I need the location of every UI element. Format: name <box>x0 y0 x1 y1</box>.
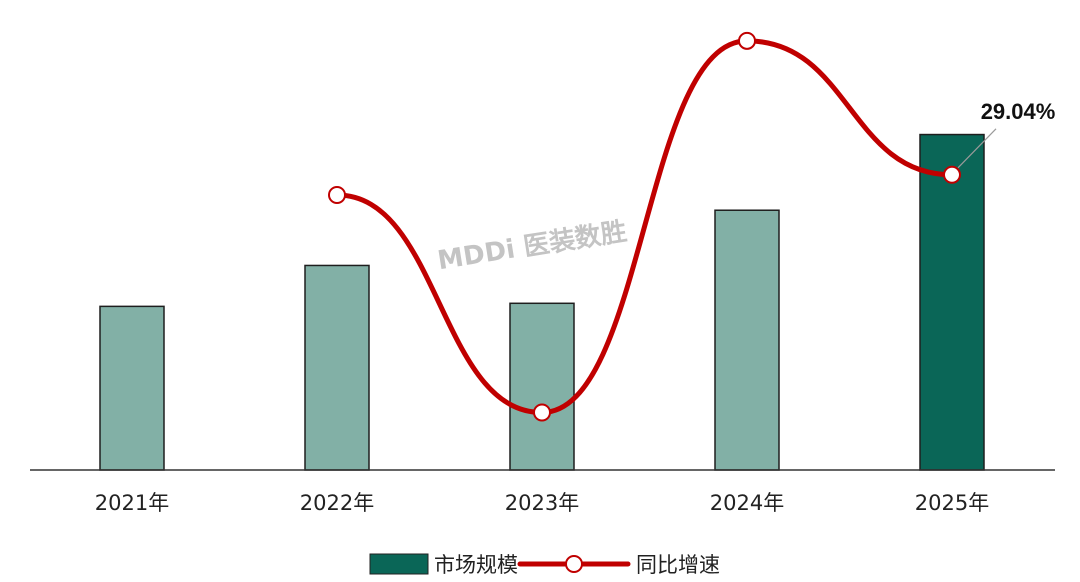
data-label-leader-line <box>957 128 997 169</box>
bar-2025年 <box>919 133 985 471</box>
bar-2023年 <box>509 302 575 471</box>
x-tick-label: 2025年 <box>915 491 989 515</box>
bar-2024年 <box>714 209 780 471</box>
growth-marker-2024年 <box>738 31 756 50</box>
bar-2021年 <box>99 305 165 471</box>
data-labels: 29.04% <box>957 99 1056 169</box>
legend-label-growth: 同比增速 <box>636 553 720 577</box>
x-tick-labels: 2021年 2022年 2023年 2024年 2025年 <box>95 491 989 515</box>
growth-marker-2022年 <box>328 186 346 204</box>
watermark-logo: MDDi 医装数胜 <box>435 217 628 277</box>
x-tick-label: 2022年 <box>300 491 374 515</box>
data-label-growth-2025: 29.04% <box>981 99 1056 124</box>
watermark-text: MDDi 医装数胜 <box>435 217 628 277</box>
x-tick-label: 2024年 <box>710 491 784 515</box>
bar-2022年 <box>304 264 370 471</box>
x-tick-label: 2023年 <box>505 491 579 515</box>
legend-label-market-size: 市场规模 <box>434 553 518 577</box>
legend-swatch-market-size <box>369 553 429 575</box>
growth-line <box>334 38 955 415</box>
legend-swatch-growth-marker <box>565 555 583 573</box>
x-tick-label: 2021年 <box>95 491 169 515</box>
growth-marker-2025年 <box>943 165 961 184</box>
bar-series <box>99 133 985 471</box>
growth-marker-2023年 <box>533 403 551 422</box>
growth-markers <box>328 31 961 422</box>
legend: 市场规模 同比增速 <box>369 553 720 577</box>
